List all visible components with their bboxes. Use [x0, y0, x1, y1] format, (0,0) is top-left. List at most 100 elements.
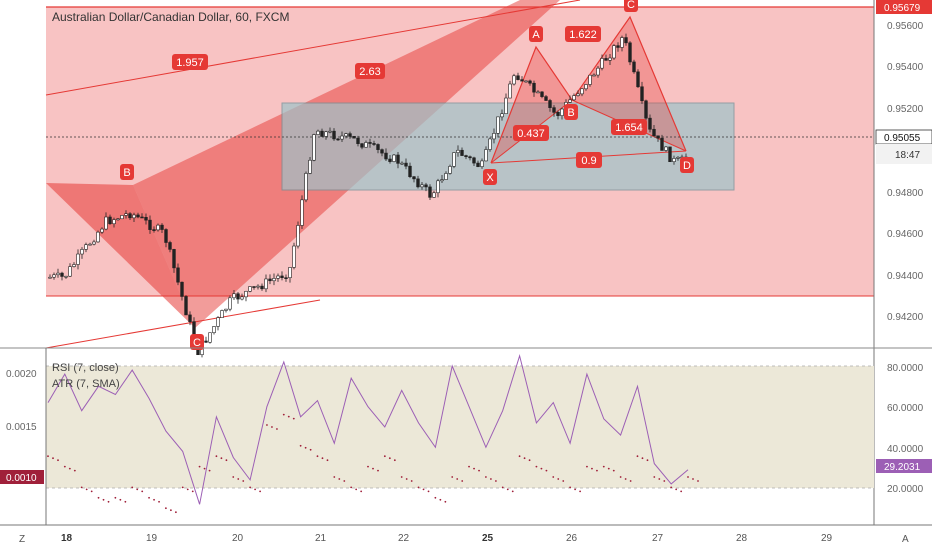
rsi-band: [46, 366, 874, 488]
auto-scale-button[interactable]: A: [902, 534, 909, 545]
ratio-09-label: 0.9: [576, 152, 602, 168]
ratio-0437-label: 0.437: [513, 125, 549, 141]
atr-point: [602, 465, 605, 468]
atr-point: [636, 455, 639, 458]
candles: [48, 33, 688, 358]
atr-point: [377, 469, 379, 472]
atr-point: [63, 465, 66, 468]
candle-body: [128, 213, 132, 219]
candle-body: [600, 58, 604, 69]
main-pane[interactable]: Australian Dollar/Canadian Dollar, 60, F…: [45, 0, 874, 358]
price-tick: 0.95400: [887, 62, 924, 73]
candle-body: [56, 272, 60, 276]
atr-point: [511, 490, 514, 493]
atr-point: [427, 490, 430, 493]
atr-point: [501, 486, 504, 489]
atr-point: [259, 490, 262, 493]
atr-point: [164, 507, 167, 510]
candle-body: [324, 131, 328, 137]
candle-body: [80, 249, 84, 255]
rsi-line: [47, 353, 689, 505]
candle-body: [52, 274, 56, 278]
point-a-label-text: A: [532, 29, 540, 41]
rsi-tick: 20.0000: [887, 484, 924, 495]
candle-body: [560, 108, 564, 116]
candle-body: [468, 156, 472, 159]
atr-point: [198, 465, 201, 468]
atr-point: [237, 478, 240, 480]
candle-body: [472, 157, 476, 164]
point-c-left-label-bg: [190, 334, 204, 350]
candle-body: [396, 154, 400, 164]
point-x-label-bg: [483, 169, 497, 185]
ratio-1654-label-bg: [611, 119, 647, 135]
atr-point: [85, 488, 88, 491]
atr-point: [624, 478, 627, 480]
atr-point: [383, 455, 386, 458]
candle-body: [224, 308, 228, 311]
atr-point: [266, 424, 268, 426]
ratio-0437-label-text: 0.437: [517, 128, 545, 140]
indicator-pane[interactable]: RSI (7, close) ATR (7, SMA) 80.0000 60.0…: [0, 348, 932, 525]
rsi-badge-text: 29.2031: [884, 462, 921, 473]
atr-point: [174, 511, 177, 514]
time-axis[interactable]: 18 19 20 21 22 25 26 27 28 29 Z A: [0, 524, 932, 545]
candle-body: [664, 146, 668, 151]
point-c-right-label-text: C: [627, 0, 635, 11]
rsi-tick: 40.0000: [887, 444, 924, 455]
time-zone-button[interactable]: Z: [19, 534, 25, 545]
candle-body: [284, 277, 288, 279]
candle-body: [276, 275, 280, 279]
point-c-left-label-text: C: [193, 337, 201, 349]
time-tick: 26: [566, 533, 578, 544]
atr-point: [484, 476, 487, 478]
atr-tick: 0.0015: [6, 422, 37, 433]
price-axis[interactable]: 0.95600 0.95400 0.95200 0.94800 0.94600 …: [873, 0, 932, 525]
candle-body: [632, 61, 636, 73]
candle-body: [668, 146, 672, 162]
candle-body: [588, 74, 592, 85]
candle-body: [400, 162, 404, 165]
atr-point: [316, 455, 319, 458]
candle-body: [100, 228, 104, 233]
atr-point: [215, 455, 218, 458]
ratio-1622-label: 1.622: [565, 26, 601, 42]
atr-point: [687, 476, 689, 478]
atr-point: [468, 465, 470, 468]
candle-body: [84, 244, 88, 250]
candle-body: [272, 278, 276, 282]
price-tick: 0.94400: [887, 271, 924, 282]
atr-point: [596, 469, 598, 472]
atr-point: [629, 480, 632, 482]
countdown-badge: [876, 144, 932, 164]
atr-point: [518, 455, 521, 458]
current-price-badge-text: 0.95055: [884, 133, 921, 144]
pattern-line-xd: [45, 0, 581, 96]
candle-body: [636, 71, 640, 88]
pattern-triangle-xab: [491, 47, 572, 163]
candle-body: [568, 99, 572, 103]
atr-point: [552, 476, 555, 478]
candle-body: [252, 286, 256, 288]
candle-body: [596, 67, 600, 76]
atr-point: [282, 413, 285, 416]
candle-body: [312, 134, 316, 161]
point-a-label: A: [529, 26, 543, 42]
atr-point: [90, 490, 93, 493]
ratio-1622-label-bg: [565, 26, 601, 42]
atr-point: [220, 457, 223, 460]
time-tick: 29: [821, 533, 833, 544]
atr-point: [276, 428, 278, 430]
atr-point: [107, 500, 110, 503]
candle-body: [336, 138, 340, 141]
candle-body: [476, 162, 480, 167]
candle-body: [132, 214, 136, 219]
atr-point: [208, 469, 211, 472]
countdown-badge-text: 18:47: [895, 150, 920, 161]
atr-point: [326, 459, 329, 462]
atr-point: [191, 490, 194, 493]
atr-point: [670, 486, 673, 489]
candle-body: [48, 276, 52, 279]
candle-body: [156, 224, 160, 231]
